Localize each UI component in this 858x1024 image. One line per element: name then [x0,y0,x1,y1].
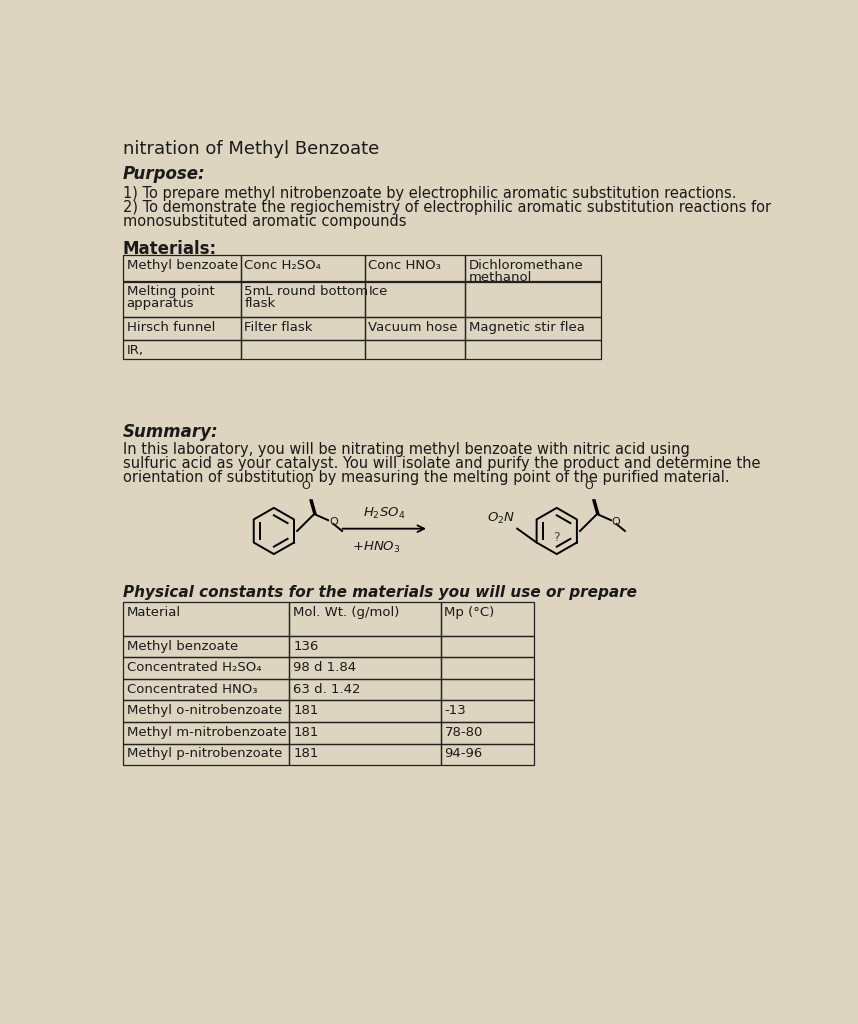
Text: O: O [301,481,310,490]
Bar [365,255,465,282]
Bar [440,657,534,679]
Bar [289,700,440,722]
Text: O: O [584,481,593,490]
Bar [240,255,365,282]
Bar [123,602,289,636]
Bar [289,743,440,765]
Text: Dichloromethane: Dichloromethane [469,259,584,272]
Bar [440,636,534,657]
Bar [123,722,289,743]
Text: O: O [329,517,338,527]
Bar [240,316,365,340]
Bar [465,340,601,358]
Text: Purpose:: Purpose: [123,165,205,183]
Text: Methyl m-nitrobenzoate: Methyl m-nitrobenzoate [127,726,287,738]
Bar [123,743,289,765]
Bar [440,602,534,636]
Bar [289,602,440,636]
Bar [123,316,240,340]
Text: Ice: Ice [368,286,388,298]
Text: 1) To prepare methyl nitrobenzoate by electrophilic aromatic substitution reacti: 1) To prepare methyl nitrobenzoate by el… [123,186,736,201]
Bar [123,255,240,282]
Text: 94-96: 94-96 [444,748,482,761]
Text: orientation of substitution by measuring the melting point of the purified mater: orientation of substitution by measuring… [123,470,729,485]
Text: 181: 181 [293,726,318,738]
Bar [289,636,440,657]
Text: 136: 136 [293,640,318,652]
Text: $+HNO_3$: $+HNO_3$ [352,541,401,555]
Text: $H_2SO_4$: $H_2SO_4$ [363,506,405,521]
Bar [123,636,289,657]
Text: Methyl benzoate: Methyl benzoate [127,640,238,652]
Bar [440,700,534,722]
Text: Mol. Wt. (g/mol): Mol. Wt. (g/mol) [293,606,400,620]
Text: nitration of Methyl Benzoate: nitration of Methyl Benzoate [123,140,379,158]
Text: Materials:: Materials: [123,240,217,258]
Bar [123,282,240,316]
Bar [440,743,534,765]
Text: Methyl p-nitrobenzoate: Methyl p-nitrobenzoate [127,748,282,761]
Text: Filter flask: Filter flask [245,321,313,334]
Text: Concentrated HNO₃: Concentrated HNO₃ [127,683,257,695]
Text: Conc HNO₃: Conc HNO₃ [368,259,441,272]
Text: sulfuric acid as your catalyst. You will isolate and purify the product and dete: sulfuric acid as your catalyst. You will… [123,457,760,471]
Bar [289,722,440,743]
Text: flask: flask [245,297,275,310]
Bar [465,316,601,340]
Bar [289,657,440,679]
Bar [365,316,465,340]
Text: 2) To demonstrate the regiochemistry of electrophilic aromatic substitution reac: 2) To demonstrate the regiochemistry of … [123,200,770,215]
Text: Methyl benzoate: Methyl benzoate [127,259,238,272]
Text: Conc H₂SO₄: Conc H₂SO₄ [245,259,321,272]
Text: Hirsch funnel: Hirsch funnel [127,321,215,334]
Text: apparatus: apparatus [127,297,194,310]
Bar [465,255,601,282]
Bar [240,340,365,358]
Text: 5mL round bottom: 5mL round bottom [245,286,369,298]
Bar [123,679,289,700]
Text: methanol: methanol [469,270,533,284]
Text: Physical constants for the materials you will use or prepare: Physical constants for the materials you… [123,585,637,600]
Bar [465,282,601,316]
Text: Methyl o-nitrobenzoate: Methyl o-nitrobenzoate [127,705,282,717]
Bar [123,700,289,722]
Text: monosubstituted aromatic compounds: monosubstituted aromatic compounds [123,214,406,228]
Text: O: O [612,517,620,527]
Text: Summary:: Summary: [123,423,219,441]
Text: 63 d. 1.42: 63 d. 1.42 [293,683,360,695]
Text: Melting point: Melting point [127,286,214,298]
Text: Magnetic stir flea: Magnetic stir flea [469,321,585,334]
Bar [365,282,465,316]
Text: 181: 181 [293,705,318,717]
Bar [365,340,465,358]
Bar [440,722,534,743]
Text: 181: 181 [293,748,318,761]
Bar [123,340,240,358]
Text: 78-80: 78-80 [444,726,483,738]
Text: 98 d 1.84: 98 d 1.84 [293,662,356,674]
Bar [289,679,440,700]
Text: IR,: IR, [127,344,143,357]
Text: Concentrated H₂SO₄: Concentrated H₂SO₄ [127,662,261,674]
Text: Vacuum hose: Vacuum hose [368,321,458,334]
Text: Mp (°C): Mp (°C) [444,606,494,620]
Text: In this laboratory, you will be nitrating methyl benzoate with nitric acid using: In this laboratory, you will be nitratin… [123,442,690,458]
Bar [440,679,534,700]
Text: ?: ? [553,530,560,544]
Text: -13: -13 [444,705,466,717]
Text: $O_2N$: $O_2N$ [487,511,516,525]
Bar [123,657,289,679]
Text: Material: Material [127,606,181,620]
Bar [240,282,365,316]
